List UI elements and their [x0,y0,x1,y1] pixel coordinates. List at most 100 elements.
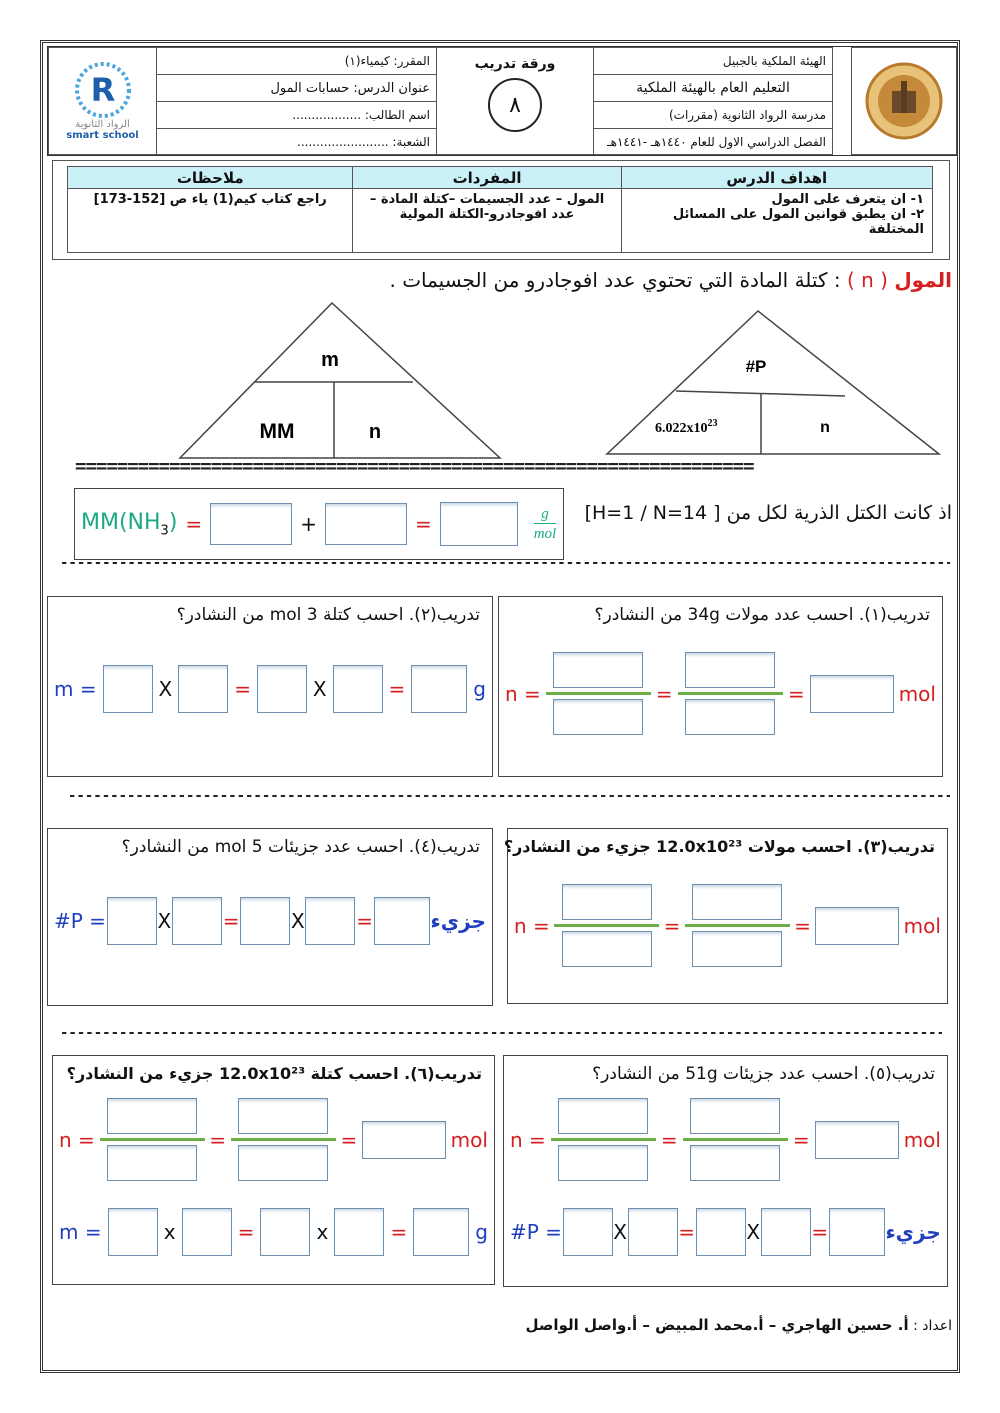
result-box[interactable] [411,665,468,713]
notes-header: ملاحظات [66,166,354,189]
numerator-box[interactable] [553,652,644,688]
notes-cell: راجع كتاب كيم(1) ياء ص [152-173] [66,188,354,253]
unit-label: g [473,677,486,701]
sheet-title-cell: ورقة تدريب ٨ [436,47,594,155]
unit-label: جزيء [430,909,486,933]
answer-box[interactable] [260,1208,311,1256]
equation-row: m = X = X = g [54,665,486,713]
equals-sign: = [655,681,673,706]
equation-row: n = = = mol [505,652,936,735]
equals-sign: = [660,1127,678,1152]
formula-subscript: 3 [160,523,169,539]
answer-box[interactable] [107,1208,158,1256]
equation-lhs: n = [505,681,541,706]
school-info-1: التعليم العام بالهيئة الملكية [593,74,833,102]
fraction-bar [677,692,783,695]
footer-authors: أ. حسين الهاجري – أ.محمد المبيض – أ.واصل… [525,1316,909,1334]
school-info-2: مدرسة الرواد الثانوية (مقررات) [593,101,833,129]
vocab-line: المول – عدد الجسيمات –كتلة المادة – [369,192,605,207]
answer-box[interactable] [178,665,229,713]
denominator-box[interactable] [685,699,776,735]
class-section-field[interactable]: الشعبة: ........................ [156,128,437,155]
times-sign: x [316,1220,329,1244]
fraction [230,1098,336,1181]
answer-box-total[interactable] [439,502,518,546]
denominator-box[interactable] [692,931,783,967]
equation-lhs: n = [59,1127,95,1152]
avogadro-base: 6.022x10 [655,421,708,436]
answer-box[interactable] [305,897,356,945]
answer-box[interactable] [562,1208,613,1256]
answer-box[interactable] [102,665,153,713]
exercise-1: تدريب(١). احسب عدد مولات 34g من النشادر؟… [498,596,943,777]
vocab-cell: المول – عدد الجسيمات –كتلة المادة – عدد ا… [352,188,622,253]
answer-box-h[interactable] [210,503,293,545]
answer-box[interactable] [181,1208,232,1256]
equals-sign: = [792,1127,810,1152]
numerator-box[interactable] [685,652,776,688]
unit-label: mol [450,1127,488,1152]
goals-header: اهداف الدرس [620,166,934,189]
unit-numerator: g [541,505,549,522]
fraction [550,1098,656,1181]
answer-box[interactable] [106,897,157,945]
answer-box[interactable] [760,1208,811,1256]
result-box[interactable] [814,1120,899,1159]
fraction-bar [545,692,651,695]
result-box[interactable] [809,674,894,713]
equals-sign: = [414,512,432,536]
exercise-question: تدريب(١). احسب عدد مولات 34g من النشادر؟ [594,605,930,625]
denominator-box[interactable] [558,1145,649,1181]
answer-box[interactable] [334,1208,385,1256]
fraction-bar [684,924,790,927]
fraction [677,652,783,735]
unit-g-per-mol: g mol [533,505,557,543]
student-name-field[interactable]: اسم الطالب: .................. [156,101,437,129]
answer-box-n[interactable] [324,503,407,545]
times-sign: X [157,909,172,933]
result-box[interactable] [828,1208,885,1256]
plus-sign: + [300,512,317,536]
denominator-box[interactable] [238,1145,329,1181]
numerator-box[interactable] [692,884,783,920]
denominator-box[interactable] [690,1145,781,1181]
answer-box[interactable] [240,897,291,945]
numerator-box[interactable] [690,1098,781,1134]
particles-triangle: #P 6.022x1023 n [605,310,942,455]
equals-sign: = [185,512,203,536]
fraction [684,884,790,967]
equals-sign: = [237,1220,255,1244]
result-box[interactable] [373,897,430,945]
equals-sign: = [390,1220,408,1244]
answer-box[interactable] [332,665,383,713]
equals-sign: = [678,1220,696,1244]
equals-sign: = [811,1220,829,1244]
equation-lhs: #P = [54,909,106,933]
answer-box[interactable] [171,897,222,945]
numerator-box[interactable] [107,1098,198,1134]
numerator-box[interactable] [561,884,652,920]
times-sign: X [746,1220,761,1244]
school-logo-icon: R [74,62,131,118]
result-box[interactable] [361,1120,446,1159]
result-box[interactable] [815,906,900,945]
denominator-box[interactable] [561,931,652,967]
numerator-box[interactable] [558,1098,649,1134]
answer-box[interactable] [695,1208,746,1256]
exercise-3: تدريب(٣). احسب مولات 12.0x10²³ جزيء من ا… [504,828,948,1004]
equals-sign: = [340,1127,358,1152]
denominator-box[interactable] [107,1145,198,1181]
unit-label: mol [903,913,941,938]
school-info-3: الفصل الدراسي الاول للعام ١٤٤٠هـ -١٤٤١هـ [593,128,833,155]
result-box[interactable] [413,1208,470,1256]
triangle-particles-top: #P [746,357,767,376]
definition-symbol: ( n ) [846,268,888,292]
equation-lhs: #P = [510,1220,562,1244]
answer-box[interactable] [627,1208,678,1256]
separator-line: ========================================… [75,455,755,477]
answer-box[interactable] [256,665,307,713]
denominator-box[interactable] [553,699,644,735]
equation-row: n = = = mol [59,1098,488,1181]
times-sign: X [312,677,327,701]
numerator-box[interactable] [238,1098,329,1134]
